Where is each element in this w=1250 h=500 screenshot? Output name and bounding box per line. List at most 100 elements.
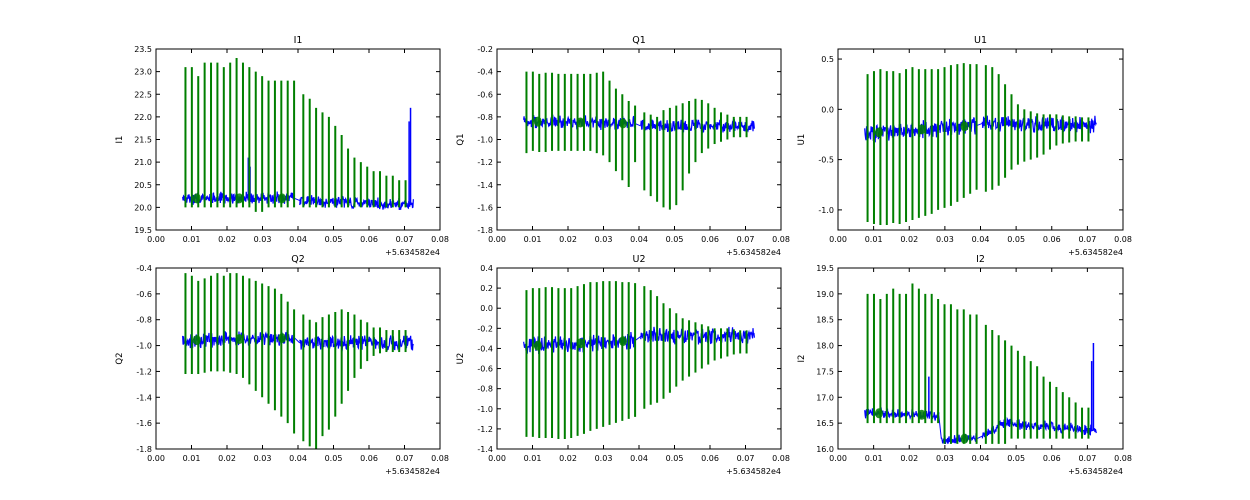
series-blue-connector bbox=[294, 197, 300, 202]
subplot-q1: 0.00 0.01 0.02 0.03 0.04 0.05 0.06 0.07 0.08 -1.8… bbox=[456, 35, 790, 257]
y-tick-label: -1.4 bbox=[477, 181, 493, 190]
x-tick-label: 0.04 bbox=[289, 235, 307, 244]
y-axis-label: U1 bbox=[797, 134, 807, 146]
x-tick-label: 0.01 bbox=[524, 454, 542, 463]
y-tick-label: 20.5 bbox=[134, 181, 152, 190]
y-tick-label: 21.5 bbox=[134, 136, 152, 145]
x-tick-label: 0.07 bbox=[396, 454, 414, 463]
x-tick-label: 0.03 bbox=[254, 235, 272, 244]
y-tick-label: 21.0 bbox=[134, 158, 152, 167]
x-tick-label: 0.05 bbox=[1007, 454, 1025, 463]
x-tick-label: 0.00 bbox=[829, 454, 847, 463]
x-tick-label: 0.06 bbox=[1043, 235, 1061, 244]
series-blue-connector bbox=[976, 435, 983, 440]
y-tick-label: -1.2 bbox=[477, 158, 493, 167]
y-tick-label: 16.0 bbox=[816, 445, 834, 454]
x-tick-label: 0.04 bbox=[972, 454, 990, 463]
y-tick-label: -1.6 bbox=[477, 203, 493, 212]
plot-area bbox=[523, 281, 755, 439]
x-tick-label: 0.08 bbox=[431, 454, 449, 463]
series-green-cluster bbox=[533, 116, 542, 127]
x-tick-label: 0.04 bbox=[289, 454, 307, 463]
x-tick-label: 0.00 bbox=[147, 454, 165, 463]
x-tick-label: 0.03 bbox=[254, 454, 272, 463]
y-tick-label: -0.4 bbox=[477, 344, 493, 353]
series-green-cluster bbox=[917, 124, 926, 135]
series-blue-segment bbox=[640, 326, 755, 346]
y-tick-label: -0.4 bbox=[477, 68, 493, 77]
y-tick-label: 0.0 bbox=[821, 105, 834, 114]
y-tick-label: -1.2 bbox=[136, 367, 152, 376]
x-tick-label: 0.07 bbox=[737, 454, 755, 463]
subplot-u1: 0.00 0.01 0.02 0.03 0.04 0.05 0.06 0.07 0.08 -1.0… bbox=[797, 35, 1132, 257]
x-tick-label: 0.03 bbox=[595, 235, 613, 244]
y-tick-label: 16.5 bbox=[816, 419, 834, 428]
x-tick-label: 0.02 bbox=[900, 235, 918, 244]
y-axis-label: Q1 bbox=[456, 133, 466, 145]
series-green-cluster bbox=[235, 334, 244, 345]
series-green-cluster bbox=[278, 333, 287, 344]
subplot-u2: 0.00 0.01 0.02 0.03 0.04 0.05 0.06 0.07 0.08 -1.4… bbox=[456, 254, 790, 476]
x-tick-label: 0.05 bbox=[325, 454, 343, 463]
x-tick-label: 0.05 bbox=[666, 454, 684, 463]
series-green-cluster bbox=[192, 193, 201, 204]
x-tick-label: 0.00 bbox=[829, 235, 847, 244]
y-tick-label: 20.0 bbox=[134, 203, 152, 212]
panel-title: Q1 bbox=[632, 35, 646, 46]
y-tick-label: -1.0 bbox=[136, 342, 152, 351]
y-tick-label: -1.0 bbox=[477, 405, 493, 414]
x-tick-label: 0.02 bbox=[218, 454, 236, 463]
x-tick-label: 0.02 bbox=[218, 235, 236, 244]
y-tick-label: 18.5 bbox=[816, 316, 834, 325]
series-green-cluster bbox=[278, 193, 287, 204]
panel-title: Q2 bbox=[291, 254, 305, 265]
series-green-cluster bbox=[235, 193, 244, 204]
y-tick-label: -1.4 bbox=[477, 445, 493, 454]
y-tick-label: 22.0 bbox=[134, 113, 152, 122]
y-tick-label: 23.5 bbox=[134, 45, 152, 54]
series-green-cluster bbox=[619, 336, 628, 347]
x-tick-label: 0.01 bbox=[865, 235, 883, 244]
series-blue-segment bbox=[299, 334, 414, 352]
panel-title: U2 bbox=[633, 254, 646, 265]
y-tick-label: 0.5 bbox=[821, 55, 834, 64]
y-tick-label: -1.8 bbox=[477, 226, 493, 235]
x-tick-label: 0.02 bbox=[900, 454, 918, 463]
series-blue-connector bbox=[294, 337, 301, 344]
y-tick-label: 0.2 bbox=[480, 284, 493, 293]
series-blue-segment bbox=[640, 119, 755, 134]
y-tick-label: 19.0 bbox=[816, 290, 834, 299]
series-green-cluster bbox=[576, 117, 585, 128]
y-axis-label: I1 bbox=[115, 136, 125, 144]
y-tick-label: -1.4 bbox=[136, 393, 152, 402]
x-tick-label: 0.08 bbox=[1114, 454, 1132, 463]
y-tick-label: 19.5 bbox=[816, 264, 834, 273]
plot-area bbox=[182, 58, 414, 212]
y-tick-label: -1.2 bbox=[477, 425, 493, 434]
series-green-cluster bbox=[874, 408, 883, 419]
x-offset-label: +5.634582e4 bbox=[726, 248, 781, 257]
y-tick-label: 23.0 bbox=[134, 68, 152, 77]
x-tick-label: 0.00 bbox=[488, 235, 506, 244]
x-offset-label: +5.634582e4 bbox=[1068, 248, 1123, 257]
y-tick-label: -0.8 bbox=[477, 113, 493, 122]
series-green-cluster bbox=[533, 340, 542, 351]
x-tick-label: 0.01 bbox=[865, 454, 883, 463]
series-blue-connector bbox=[635, 123, 641, 127]
y-tick-label: -1.0 bbox=[818, 206, 834, 215]
y-tick-label: -1.6 bbox=[136, 419, 152, 428]
y-axis-label: I2 bbox=[797, 355, 807, 363]
x-tick-label: 0.00 bbox=[488, 454, 506, 463]
x-tick-label: 0.04 bbox=[630, 454, 648, 463]
y-tick-label: 0.4 bbox=[480, 264, 493, 273]
y-tick-label: 17.0 bbox=[816, 393, 834, 402]
y-tick-label: 17.5 bbox=[816, 367, 834, 376]
x-tick-label: 0.05 bbox=[1007, 235, 1025, 244]
y-tick-label: -0.2 bbox=[477, 324, 493, 333]
x-tick-label: 0.08 bbox=[772, 454, 790, 463]
y-tick-label: 18.0 bbox=[816, 342, 834, 351]
series-blue-segment bbox=[981, 115, 1097, 134]
y-tick-label: -0.6 bbox=[136, 290, 152, 299]
y-axis-label: U2 bbox=[456, 353, 466, 365]
